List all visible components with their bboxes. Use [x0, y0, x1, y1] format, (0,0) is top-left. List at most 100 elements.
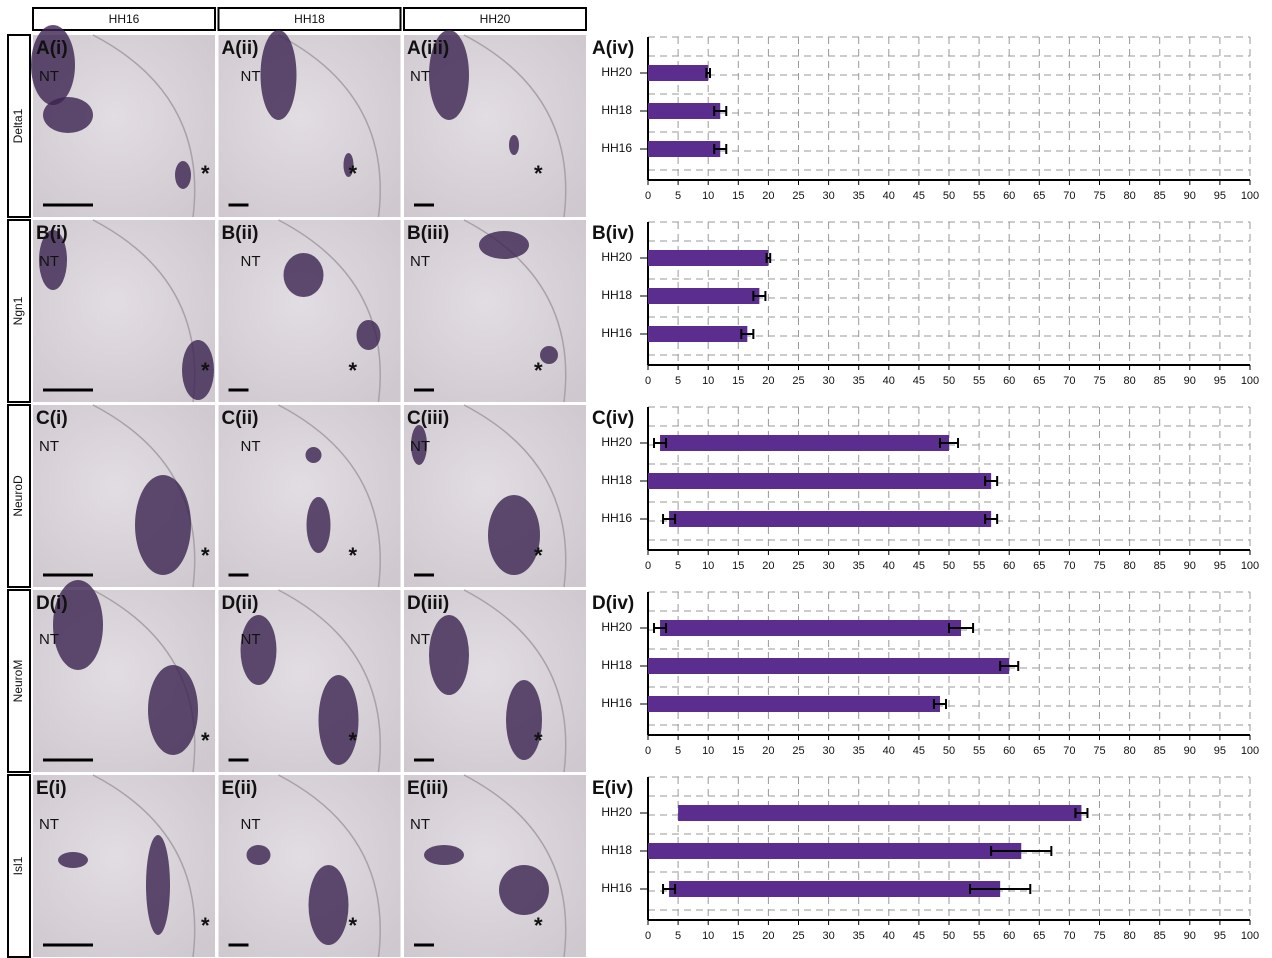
region-label: NT	[410, 253, 430, 270]
x-tick-label: 20	[762, 375, 774, 387]
region-label: NT	[241, 631, 261, 648]
x-tick-label: 70	[1063, 375, 1075, 387]
marker: *	[349, 358, 358, 383]
x-tick-label: 65	[1033, 560, 1045, 572]
category-label: HH20	[601, 250, 632, 264]
bar	[648, 696, 940, 712]
x-tick-label: 70	[1063, 930, 1075, 942]
marker: *	[534, 543, 543, 568]
x-tick-label: 65	[1033, 930, 1045, 942]
category-label: HH16	[601, 881, 632, 895]
micrograph	[404, 590, 586, 772]
x-tick-label: 95	[1214, 930, 1226, 942]
x-tick-label: 0	[645, 745, 651, 757]
stain	[284, 253, 324, 297]
x-tick-label: 60	[1003, 190, 1015, 202]
x-tick-label: 75	[1093, 375, 1105, 387]
x-tick-label: 80	[1123, 190, 1135, 202]
marker: *	[534, 161, 543, 186]
stain	[31, 25, 75, 105]
x-tick-label: 40	[883, 560, 895, 572]
chart-title: C(iv)	[592, 408, 634, 429]
x-tick-label: 80	[1123, 745, 1135, 757]
panel-label: C(iii)	[407, 408, 449, 429]
x-tick-label: 75	[1093, 560, 1105, 572]
stain	[146, 835, 170, 935]
x-tick-label: 45	[913, 375, 925, 387]
x-tick-label: 50	[943, 375, 955, 387]
x-tick-label: 45	[913, 560, 925, 572]
row-label: NeuroM	[11, 660, 25, 703]
panel-label: B(ii)	[222, 223, 259, 244]
x-tick-label: 65	[1033, 375, 1045, 387]
region-label: NT	[39, 253, 59, 270]
x-tick-label: 35	[853, 375, 865, 387]
region-label: NT	[410, 816, 430, 833]
panel-label: D(iii)	[407, 593, 449, 614]
region-label: NT	[39, 438, 59, 455]
x-tick-label: 15	[732, 560, 744, 572]
category-label: HH18	[601, 473, 632, 487]
x-tick-label: 100	[1241, 745, 1259, 757]
category-label: HH20	[601, 435, 632, 449]
x-tick-label: 5	[675, 560, 681, 572]
x-tick-label: 15	[732, 375, 744, 387]
x-tick-label: 55	[973, 560, 985, 572]
stain	[58, 852, 88, 868]
x-tick-label: 20	[762, 560, 774, 572]
x-tick-label: 35	[853, 930, 865, 942]
x-tick-label: 15	[732, 930, 744, 942]
x-tick-label: 70	[1063, 745, 1075, 757]
bar	[660, 620, 961, 636]
region-label: NT	[410, 438, 430, 455]
bar	[648, 658, 1009, 674]
x-tick-label: 85	[1154, 190, 1166, 202]
marker: *	[349, 543, 358, 568]
bar	[648, 250, 768, 266]
stain	[509, 135, 519, 155]
marker: *	[349, 161, 358, 186]
row-label: NeuroD	[11, 475, 25, 517]
column-header: HH18	[294, 12, 325, 26]
marker: *	[534, 913, 543, 938]
category-label: HH20	[601, 805, 632, 819]
region-label: NT	[39, 631, 59, 648]
x-tick-label: 60	[1003, 375, 1015, 387]
x-tick-label: 100	[1241, 190, 1259, 202]
x-tick-label: 55	[973, 190, 985, 202]
category-label: HH18	[601, 288, 632, 302]
x-tick-label: 0	[645, 375, 651, 387]
x-tick-label: 20	[762, 745, 774, 757]
x-tick-label: 60	[1003, 745, 1015, 757]
panel-label: C(ii)	[222, 408, 259, 429]
bar	[648, 843, 1021, 859]
marker: *	[534, 358, 543, 383]
x-tick-label: 10	[702, 560, 714, 572]
x-tick-label: 80	[1123, 930, 1135, 942]
x-tick-label: 100	[1241, 930, 1259, 942]
micrograph	[33, 775, 215, 957]
panel-label: B(iii)	[407, 223, 449, 244]
panel-label: A(iii)	[407, 38, 449, 59]
x-tick-label: 100	[1241, 375, 1259, 387]
region-label: NT	[241, 816, 261, 833]
x-tick-label: 60	[1003, 930, 1015, 942]
x-tick-label: 30	[822, 930, 834, 942]
x-tick-label: 30	[822, 375, 834, 387]
x-tick-label: 90	[1184, 190, 1196, 202]
x-tick-label: 40	[883, 375, 895, 387]
chart-title: D(iv)	[592, 593, 634, 614]
stain	[261, 30, 297, 120]
x-tick-label: 20	[762, 190, 774, 202]
x-tick-label: 65	[1033, 745, 1045, 757]
x-tick-label: 40	[883, 190, 895, 202]
bar	[648, 473, 991, 489]
panel-label: D(ii)	[222, 593, 259, 614]
x-tick-label: 25	[792, 745, 804, 757]
x-tick-label: 85	[1154, 375, 1166, 387]
stain	[429, 615, 469, 695]
x-tick-label: 50	[943, 930, 955, 942]
x-tick-label: 90	[1184, 745, 1196, 757]
x-tick-label: 35	[853, 745, 865, 757]
